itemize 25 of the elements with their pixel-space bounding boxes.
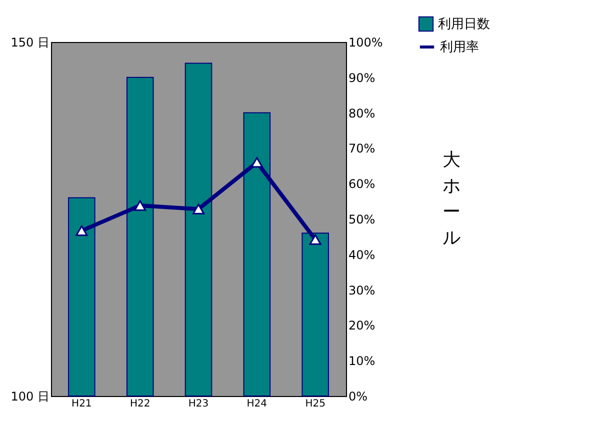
y2-tick-label: 90% xyxy=(348,70,376,85)
y2-tick-label: 60% xyxy=(348,177,376,192)
y2-tick-label: 40% xyxy=(348,248,376,262)
x-tick-label: H25 xyxy=(305,398,326,410)
y2-tick-label: 100% xyxy=(348,36,383,50)
x-tick-label: H22 xyxy=(130,398,150,410)
y2-tick-label: 50% xyxy=(348,212,376,226)
y2-axis-title: 大ホール xyxy=(442,150,460,248)
y-tick-label: 150 日 xyxy=(10,36,50,50)
point xyxy=(192,204,204,214)
y-tick-label: 100 日 xyxy=(10,390,50,404)
y2-tick-label: 30% xyxy=(348,283,376,298)
legend-label: 利用率 xyxy=(440,39,479,55)
point xyxy=(134,200,146,211)
y2-tick-label: 70% xyxy=(348,142,376,156)
y2-tick-label: 10% xyxy=(348,354,376,368)
x-tick-label: H21 xyxy=(72,398,92,410)
point xyxy=(309,234,322,245)
x-tick-label: H24 xyxy=(246,398,268,410)
x-tick-label: H23 xyxy=(188,398,209,410)
y2-tick-label: 0% xyxy=(348,390,368,404)
point xyxy=(76,225,88,236)
legend-label: 利用日数 xyxy=(438,17,490,32)
y2-tick-label: 80% xyxy=(348,106,376,120)
y2-tick-label: 20% xyxy=(348,318,376,333)
